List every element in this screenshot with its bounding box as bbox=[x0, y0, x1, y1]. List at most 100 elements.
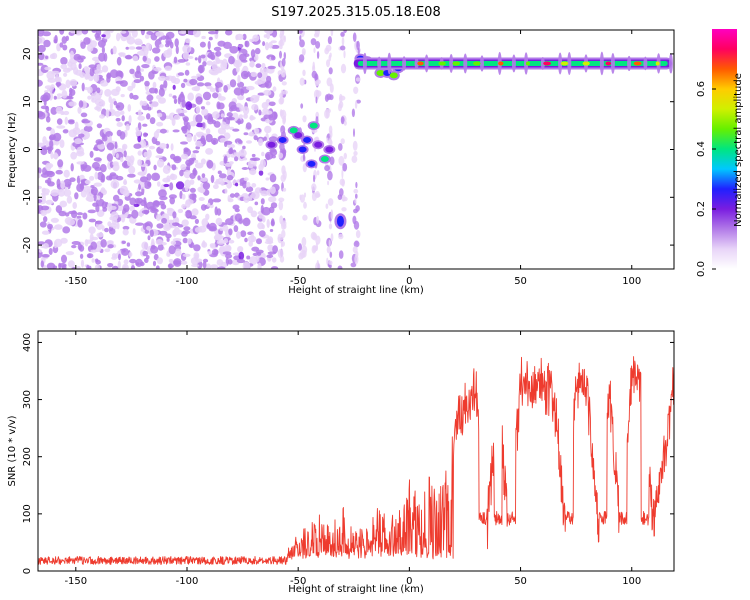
heat-noise-mark bbox=[244, 40, 248, 47]
heat-noise-mark bbox=[69, 87, 73, 94]
x-tick-label: -100 bbox=[176, 576, 199, 587]
heat-noise-mark bbox=[229, 46, 239, 54]
heat-noise-mark bbox=[105, 30, 111, 35]
heat-noise-mark bbox=[246, 85, 255, 91]
heat-streak-mark bbox=[315, 41, 321, 49]
heat-noise-mark bbox=[189, 120, 197, 127]
heat-noise-mark bbox=[271, 111, 278, 120]
heat-noise-mark bbox=[109, 205, 117, 210]
heat-noise-mark bbox=[56, 125, 66, 129]
heat-noise-mark bbox=[173, 56, 178, 64]
heat-noise-mark bbox=[66, 218, 76, 226]
heat-noise-mark bbox=[91, 56, 100, 62]
x-tick-label: 100 bbox=[622, 276, 641, 287]
heat-noise-mark bbox=[57, 189, 66, 197]
heat-noise-mark bbox=[251, 183, 257, 188]
heat-noise-mark bbox=[246, 140, 252, 144]
heat-noise-mark bbox=[47, 87, 52, 92]
heat-noise-mark bbox=[41, 254, 50, 258]
heat-noise-mark bbox=[260, 190, 269, 197]
heat-noise-mark bbox=[186, 133, 193, 143]
heat-cluster-mark bbox=[294, 132, 303, 139]
heat-noise-mark bbox=[169, 182, 174, 191]
heat-streak-mark bbox=[338, 250, 344, 259]
heat-cluster-mark bbox=[307, 160, 316, 167]
heat-noise-mark bbox=[43, 92, 51, 101]
heat-streak-mark bbox=[313, 89, 320, 100]
heat-noise-mark bbox=[40, 172, 50, 178]
heat-noise-mark bbox=[181, 30, 186, 34]
heat-noise-mark bbox=[152, 81, 157, 89]
heat-noise-mark bbox=[258, 163, 264, 171]
heat-noise-mark bbox=[63, 178, 72, 188]
heat-noise-mark bbox=[272, 245, 278, 254]
heat-noise-mark bbox=[87, 253, 92, 259]
heat-streak-mark bbox=[327, 170, 333, 181]
heat-noise-mark bbox=[249, 256, 258, 265]
heat-noise-mark bbox=[67, 95, 74, 100]
heat-streak-mark bbox=[357, 47, 360, 56]
heat-noise-mark bbox=[89, 150, 94, 158]
heat-noise-mark bbox=[194, 218, 199, 224]
heat-noise-mark bbox=[140, 176, 149, 183]
heat-noise-mark bbox=[92, 202, 99, 207]
heat-noise-mark bbox=[55, 106, 63, 114]
heat-streak-mark bbox=[338, 155, 345, 166]
heat-noise-mark bbox=[106, 142, 115, 151]
heat-noise-mark bbox=[215, 217, 223, 226]
heat-streak-mark bbox=[278, 39, 285, 47]
heat-noise-mark bbox=[242, 33, 247, 41]
heat-noise-mark bbox=[40, 192, 50, 196]
heat-noise-mark bbox=[236, 104, 243, 108]
heat-noise-mark bbox=[270, 40, 277, 44]
heat-cluster-mark bbox=[309, 122, 318, 129]
heat-noise-mark bbox=[185, 101, 193, 111]
heat-noise-mark bbox=[264, 42, 270, 51]
heat-noise-mark bbox=[45, 140, 49, 148]
heat-noise-mark bbox=[232, 252, 241, 256]
heat-noise-mark bbox=[240, 96, 244, 100]
heat-noise-mark bbox=[261, 206, 271, 216]
heat-noise-mark bbox=[268, 113, 274, 121]
heat-noise-mark bbox=[208, 226, 217, 232]
heat-noise-mark bbox=[182, 51, 190, 60]
heat-streak-mark bbox=[355, 250, 359, 258]
heat-noise-mark bbox=[200, 204, 207, 211]
heat-noise-mark bbox=[235, 182, 239, 187]
heat-noise-mark bbox=[83, 185, 92, 193]
heat-noise-mark bbox=[153, 67, 162, 72]
heat-streak-mark bbox=[325, 44, 332, 52]
heat-noise-mark bbox=[216, 235, 224, 239]
heat-streak-mark bbox=[279, 60, 283, 68]
heat-noise-mark bbox=[114, 141, 118, 149]
heat-noise-mark bbox=[159, 128, 167, 134]
heat-streak-mark bbox=[277, 236, 284, 241]
heat-noise-mark bbox=[193, 244, 201, 252]
heat-noise-mark bbox=[111, 265, 119, 269]
x-tick-label: 0 bbox=[406, 576, 412, 587]
heat-noise-mark bbox=[128, 252, 133, 257]
heat-noise-mark bbox=[172, 84, 176, 90]
heat-streak-mark bbox=[315, 215, 320, 225]
heat-noise-mark bbox=[205, 148, 214, 155]
heat-noise-mark bbox=[127, 104, 132, 112]
heat-noise-mark bbox=[108, 228, 116, 235]
heat-line-spike bbox=[414, 57, 419, 70]
heat-noise-mark bbox=[195, 96, 203, 105]
heat-streak-mark bbox=[354, 197, 357, 204]
heat-streak-mark bbox=[343, 152, 347, 160]
x-tick-label: 50 bbox=[514, 576, 527, 587]
heat-noise-mark bbox=[87, 95, 92, 100]
heat-noise-mark bbox=[112, 45, 117, 55]
heat-noise-mark bbox=[210, 264, 219, 269]
heat-noise-mark bbox=[200, 54, 206, 59]
heat-noise-mark bbox=[180, 82, 186, 89]
heat-noise-mark bbox=[213, 121, 221, 128]
heat-streak-mark bbox=[343, 120, 347, 126]
heat-noise-mark bbox=[45, 55, 49, 60]
heat-noise-mark bbox=[228, 56, 235, 65]
spectrogram-y-ticks: -20 -10 0 10 20 bbox=[22, 48, 674, 253]
heat-noise-mark bbox=[264, 80, 272, 89]
heat-noise-mark bbox=[76, 161, 85, 165]
heat-noise-mark bbox=[147, 235, 151, 241]
